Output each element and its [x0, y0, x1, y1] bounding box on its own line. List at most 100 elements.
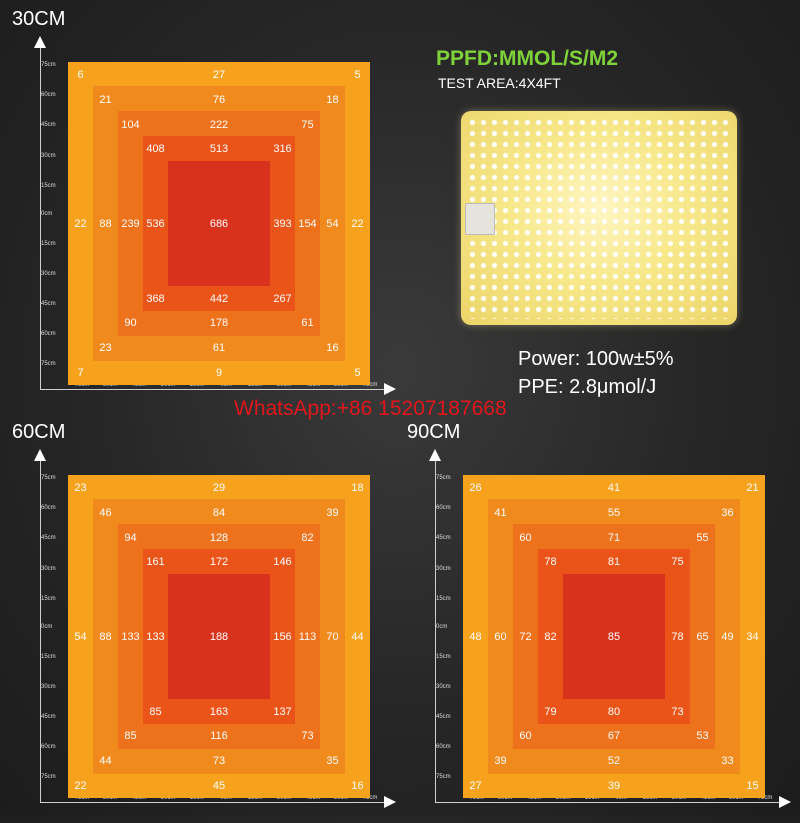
ppfd-value-ring1-top-left: 23: [74, 482, 87, 495]
ppfd-value-ring4-right: 393: [273, 217, 292, 230]
x-tick-label: 45cm: [526, 795, 542, 801]
x-tick-label: 30cm: [671, 795, 687, 801]
ppfd-value-ring1-right: 44: [351, 630, 364, 643]
ppfd-value-ring3-top: 71: [607, 531, 621, 544]
x-tick-label: 30cm: [555, 795, 571, 801]
ppfd-value-ring3-bottom: 116: [210, 730, 228, 743]
y-tick-label: 60cm: [436, 505, 451, 511]
ppfd-value-ring4-top-left: 161: [146, 556, 165, 569]
ppfd-value-ring1-bottom: 9: [215, 366, 223, 379]
ppfd-value-center: 686: [209, 217, 229, 230]
ppfd-value-ring1-top-right: 18: [351, 482, 364, 495]
ppfd-value-ring4-top-left: 78: [544, 556, 557, 569]
ppfd-value-ring2-top: 55: [607, 507, 621, 520]
x-tick-label: 0cm: [615, 795, 627, 801]
ppfd-value-ring2-right: 49: [721, 630, 734, 643]
ppfd-value-ring2-right: 70: [326, 630, 339, 643]
ppfd-value-ring3-top: 128: [209, 531, 229, 544]
ppfd-value-ring2-bottom-right: 16: [326, 341, 339, 354]
x-tick-label: 75cm: [362, 382, 378, 388]
ppfd-value-ring1-bottom-right: 16: [351, 779, 364, 792]
y-tick-label: 0cm: [41, 211, 53, 217]
ppfd-value-ring2-bottom: 61: [212, 341, 226, 354]
ppfd-value-ring1-bottom: 39: [607, 779, 621, 792]
ppfd-value-ring2-left: 88: [99, 630, 112, 643]
ppfd-value-ring3-bottom-right: 53: [696, 730, 709, 743]
ppfd-value-ring4-left: 536: [146, 217, 165, 230]
test-area-label: TEST AREA:4X4FT: [438, 75, 561, 91]
y-tick-label: 60cm: [41, 744, 56, 750]
ppfd-value-ring1-right: 34: [746, 630, 759, 643]
y-tick-label: 45cm: [41, 714, 56, 720]
y-axis-line: [435, 453, 436, 803]
ppfd-value-ring3-bottom-left: 90: [124, 317, 137, 330]
x-tick-label: 15cm: [247, 795, 263, 801]
y-tick-label: 45cm: [41, 301, 56, 307]
y-tick-label: 15cm: [41, 596, 56, 602]
ppfd-value-ring2-bottom: 73: [212, 754, 226, 767]
ppfd-value-ring4-top: 513: [209, 143, 229, 156]
ppfd-value-center: 188: [209, 630, 229, 643]
ppfd-value-ring2-top-left: 21: [99, 94, 112, 107]
ppfd-value-ring4-top-right: 316: [273, 143, 292, 156]
ppfd-value-ring4-bottom-left: 85: [149, 705, 162, 718]
y-tick-label: 15cm: [41, 241, 56, 247]
ppfd-value-ring3-left: 133: [121, 630, 140, 643]
y-tick-label: 60cm: [41, 92, 56, 98]
ppfd-value-ring1-bottom-left: 22: [74, 779, 87, 792]
x-tick-label: 45cm: [305, 382, 321, 388]
ppfd-value-center: 85: [607, 630, 621, 643]
x-tick-label: 15cm: [189, 795, 205, 801]
x-tick-label: 60cm: [102, 382, 118, 388]
x-tick-label: 30cm: [276, 795, 292, 801]
ppfd-value-ring1-top: 29: [212, 482, 226, 495]
arrow-up-icon: [34, 36, 46, 48]
x-tick-label: 45cm: [131, 382, 147, 388]
x-tick-label: 75cm: [74, 382, 90, 388]
x-axis-line: [40, 389, 386, 390]
ppfd-value-ring4-left: 133: [146, 630, 165, 643]
ppfd-value-ring1-bottom-left: 7: [77, 366, 84, 379]
y-tick-label: 30cm: [436, 684, 451, 690]
x-tick-label: 15cm: [584, 795, 600, 801]
ppfd-value-ring4-top-right: 146: [273, 556, 292, 569]
y-tick-label: 60cm: [41, 505, 56, 511]
panel-title: 60CM: [12, 421, 66, 443]
y-tick-label: 75cm: [436, 774, 451, 780]
ppfd-value-ring1-left: 22: [74, 217, 87, 230]
ppfd-value-ring2-bottom-left: 39: [494, 754, 507, 767]
heatmap-plot: 23 29 18 54 44 22 45 16 46 84 39 88 70 44 73 35 94 128 82 1…: [68, 475, 370, 798]
heatmap-panel-60cm: 60CM 75cm 60cm 45cm 30cm 15cm 0cm 15cm 30cm 45cm 6…: [0, 413, 396, 823]
ppfd-value-ring2-bottom-left: 44: [99, 754, 112, 767]
y-tick-label: 15cm: [41, 654, 56, 660]
led-array-icon: [467, 117, 731, 319]
ppfd-value-ring2-top: 76: [212, 94, 226, 107]
ppfd-value-ring1-right: 22: [351, 217, 364, 230]
ppfd-value-ring4-bottom-left: 368: [146, 292, 165, 305]
ppfd-value-ring4-top: 172: [209, 556, 229, 569]
ppfd-value-ring3-bottom-right: 61: [301, 317, 314, 330]
heatmap-ring-5: [563, 574, 665, 699]
arrow-up-icon: [429, 449, 441, 461]
heatmap-panel-30cm: 30CM 75cm 60cm 45cm 30cm 15cm 0cm 15cm 30cm 45cm 6…: [0, 0, 396, 410]
driver-box-icon: [465, 203, 495, 235]
x-tick-label: 30cm: [160, 795, 176, 801]
ppfd-value-ring2-top: 84: [212, 507, 226, 520]
ppfd-value-ring2-bottom-right: 33: [721, 754, 734, 767]
ppe-spec: PPE: 2.8μmol/J: [518, 376, 657, 398]
arrow-right-icon: [779, 796, 791, 808]
ppfd-value-ring1-top: 27: [212, 69, 226, 82]
x-axis-line: [435, 802, 781, 803]
ppfd-value-ring1-top: 41: [607, 482, 621, 495]
y-tick-label: 15cm: [41, 183, 56, 189]
ppfd-value-ring1-bottom-right: 5: [354, 366, 361, 379]
y-tick-label: 75cm: [436, 475, 451, 481]
x-tick-label: 0cm: [220, 795, 232, 801]
x-tick-label: 60cm: [728, 795, 744, 801]
ppfd-value-ring4-bottom: 80: [607, 705, 621, 718]
x-tick-label: 60cm: [102, 795, 118, 801]
y-tick-label: 45cm: [41, 122, 56, 128]
x-tick-label: 30cm: [276, 382, 292, 388]
whatsapp-watermark: WhatsApp:+86 15207187668: [234, 397, 507, 420]
y-tick-label: 45cm: [436, 714, 451, 720]
